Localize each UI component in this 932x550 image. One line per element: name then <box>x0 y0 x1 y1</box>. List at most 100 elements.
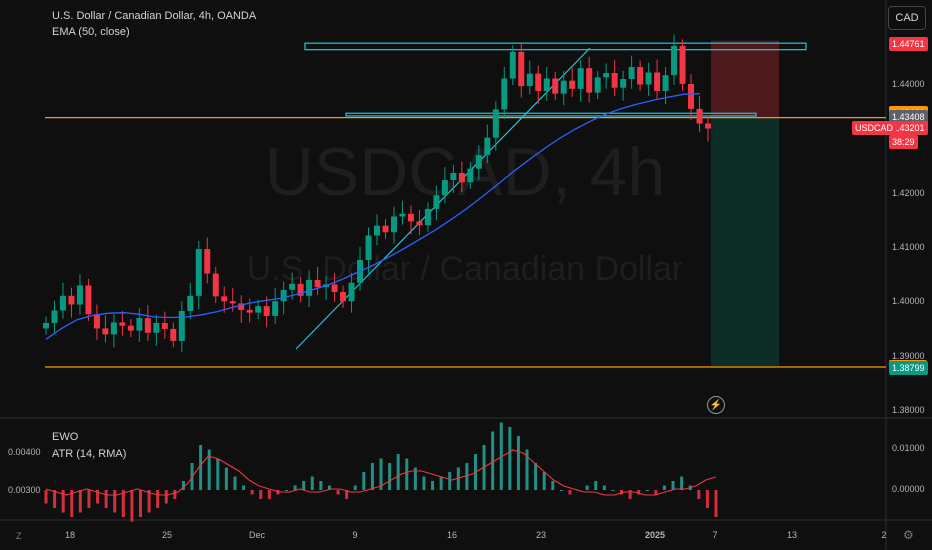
ewo-bar <box>138 490 142 517</box>
ewo-bar <box>551 481 555 490</box>
price-tick-label: 1.40000 <box>892 296 925 307</box>
candle <box>85 278 92 321</box>
symbol-tag: USDCAD <box>852 121 897 136</box>
ema-indicator-label[interactable]: EMA (50, close) <box>52 26 130 38</box>
candle <box>348 272 355 313</box>
candle <box>212 267 219 303</box>
ewo-bar <box>104 490 108 508</box>
ewo-bar <box>327 485 331 490</box>
candle-body <box>59 295 66 311</box>
candle-body <box>289 283 296 290</box>
ewo-bar <box>654 490 658 495</box>
candle <box>654 59 661 100</box>
ewo-bar <box>448 472 452 490</box>
candle-body <box>68 295 75 305</box>
ewo-bar <box>534 463 538 490</box>
lightning-icon[interactable]: ⚡ <box>707 396 725 414</box>
candle <box>518 42 525 98</box>
candle-body <box>509 51 516 79</box>
candle <box>535 65 542 105</box>
ewo-bar <box>439 476 443 490</box>
currency-button[interactable]: CAD <box>888 6 926 30</box>
candle-body <box>620 79 627 88</box>
ewo-bar <box>594 481 598 490</box>
time-tick-label: 23 <box>535 530 547 540</box>
candle <box>127 319 134 338</box>
ewo-bar <box>61 490 65 513</box>
ewo-bar <box>164 490 168 504</box>
ewo-bar <box>628 490 632 499</box>
candle <box>374 214 380 246</box>
candle-body <box>246 309 253 313</box>
price-tag: 1.43201 <box>889 121 928 136</box>
candle-body <box>314 280 321 288</box>
time-tick-label: 25 <box>161 530 173 540</box>
candle <box>110 314 117 348</box>
candle <box>569 67 576 97</box>
candle-body <box>569 80 576 89</box>
candle-body <box>229 301 236 304</box>
candle-body <box>484 137 491 156</box>
price-tag: 1.44761 <box>889 36 928 51</box>
candle-body <box>85 285 92 315</box>
atr-label[interactable]: ATR (14, RMA) <box>52 448 127 460</box>
candle-body <box>586 68 593 93</box>
ewo-bar <box>370 463 374 490</box>
candle-body <box>110 322 117 335</box>
ewo-tick-label: 0.01000 <box>892 443 925 453</box>
candle-body <box>560 80 567 94</box>
candle <box>526 60 533 95</box>
candle <box>501 67 508 120</box>
candle-body <box>654 72 661 91</box>
candle <box>306 270 313 308</box>
ewo-bar <box>267 490 271 499</box>
ewo-bar <box>310 476 314 490</box>
candle <box>170 322 177 348</box>
candle <box>407 205 414 235</box>
candle-body <box>390 216 397 233</box>
candle <box>688 74 695 121</box>
ewo-bar <box>78 490 82 513</box>
time-tick-label: Dec <box>248 530 266 540</box>
candle-body <box>688 83 695 109</box>
candle-body <box>433 195 440 209</box>
candle-body <box>340 292 347 302</box>
ewo-bar <box>345 490 349 499</box>
candle <box>297 277 304 303</box>
candle-body <box>297 283 304 296</box>
candle-body <box>458 173 465 183</box>
candle <box>552 71 559 101</box>
candle-body <box>187 295 194 312</box>
candle-body <box>543 78 550 91</box>
ewo-bar <box>388 463 392 490</box>
ewo-label[interactable]: EWO <box>52 431 79 443</box>
candle-body <box>628 67 635 80</box>
candle <box>492 101 499 151</box>
ewo-bar <box>96 490 100 504</box>
price-tick-label: 1.44000 <box>892 79 925 89</box>
ewo-bar <box>431 481 435 490</box>
ewo-bar <box>199 445 203 490</box>
ema-line <box>45 93 701 340</box>
candle <box>484 124 491 164</box>
candle <box>390 206 397 244</box>
candle-body <box>407 213 414 222</box>
ewo-bar <box>671 481 675 490</box>
countdown-tag: 38:29 <box>889 135 918 150</box>
ewo-bar <box>362 472 366 490</box>
candle-body <box>705 123 711 129</box>
time-tick-label: 16 <box>446 530 458 540</box>
time-tick-label: 18 <box>64 530 76 540</box>
candle-body <box>127 325 134 331</box>
candle-body <box>102 328 109 335</box>
ewo-bar <box>113 490 117 513</box>
candle <box>195 240 202 309</box>
candle-body <box>399 213 406 217</box>
candle <box>68 287 75 318</box>
timezone-icon[interactable]: Z <box>16 531 22 541</box>
gear-icon[interactable]: ⚙ <box>903 528 914 542</box>
ewo-bar <box>525 449 529 490</box>
candle <box>331 272 338 302</box>
ewo-bar <box>620 490 624 495</box>
